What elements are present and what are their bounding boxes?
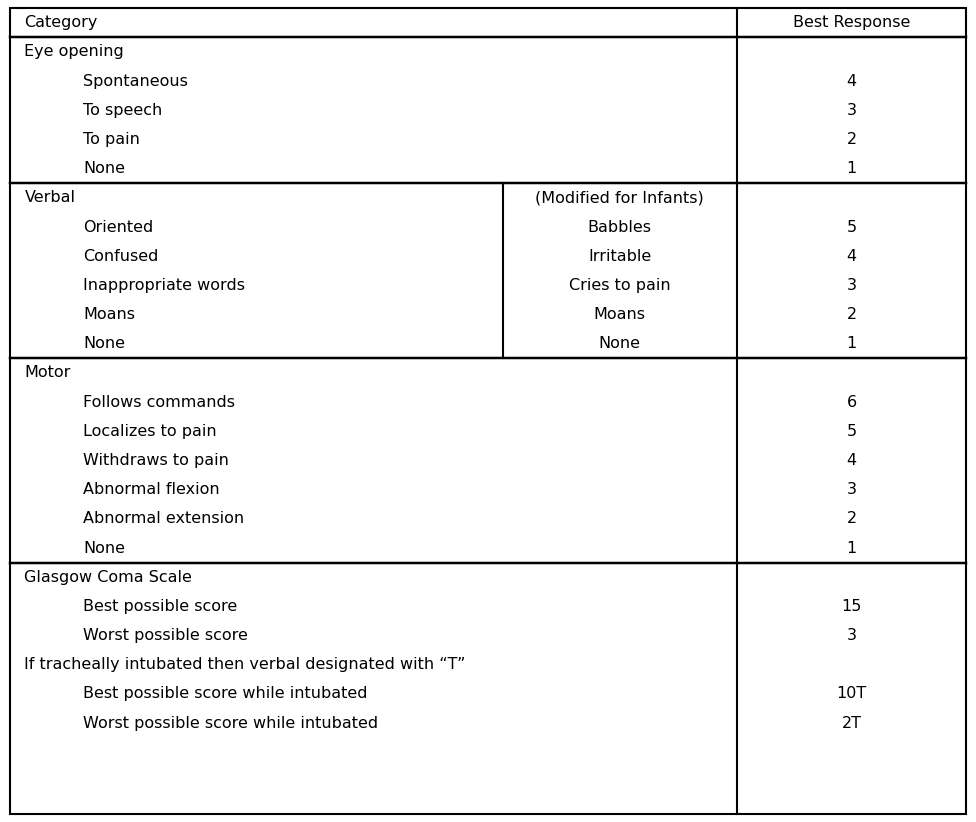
Text: (Modified for Infants): (Modified for Infants) xyxy=(536,191,704,206)
Text: If tracheally intubated then verbal designated with “T”: If tracheally intubated then verbal desi… xyxy=(24,658,466,672)
Text: To pain: To pain xyxy=(83,132,140,147)
Text: 3: 3 xyxy=(846,103,857,118)
Text: Worst possible score: Worst possible score xyxy=(83,628,248,643)
Text: 15: 15 xyxy=(841,599,862,614)
Text: 4: 4 xyxy=(846,453,857,468)
Text: 1: 1 xyxy=(846,336,857,351)
Text: Cries to pain: Cries to pain xyxy=(569,278,671,293)
Text: 10T: 10T xyxy=(836,686,867,701)
Text: Inappropriate words: Inappropriate words xyxy=(83,278,245,293)
Text: Oriented: Oriented xyxy=(83,219,153,234)
Text: 3: 3 xyxy=(846,278,857,293)
Text: 2: 2 xyxy=(846,511,857,526)
Text: Best Response: Best Response xyxy=(793,16,911,30)
Text: Abnormal extension: Abnormal extension xyxy=(83,511,244,526)
Text: 4: 4 xyxy=(846,249,857,264)
Text: None: None xyxy=(83,161,125,176)
Text: Confused: Confused xyxy=(83,249,158,264)
Text: None: None xyxy=(83,336,125,351)
Text: None: None xyxy=(598,336,641,351)
Text: Withdraws to pain: Withdraws to pain xyxy=(83,453,228,468)
Text: Best possible score: Best possible score xyxy=(83,599,237,614)
Text: 2T: 2T xyxy=(841,716,862,731)
Text: None: None xyxy=(83,541,125,556)
Text: Best possible score while intubated: Best possible score while intubated xyxy=(83,686,367,701)
Text: Worst possible score while intubated: Worst possible score while intubated xyxy=(83,716,378,731)
Text: 2: 2 xyxy=(846,132,857,147)
Text: 4: 4 xyxy=(846,74,857,89)
Text: 3: 3 xyxy=(846,628,857,643)
Text: Motor: Motor xyxy=(24,366,71,381)
Text: 6: 6 xyxy=(846,395,857,409)
Text: 2: 2 xyxy=(846,307,857,322)
Text: Eye opening: Eye opening xyxy=(24,44,124,59)
Text: Category: Category xyxy=(24,16,98,30)
Text: 3: 3 xyxy=(846,483,857,497)
Text: Localizes to pain: Localizes to pain xyxy=(83,424,217,439)
Text: To speech: To speech xyxy=(83,103,162,118)
Text: 5: 5 xyxy=(846,219,857,234)
Text: Irritable: Irritable xyxy=(589,249,651,264)
Text: 5: 5 xyxy=(846,424,857,439)
Text: Verbal: Verbal xyxy=(24,191,75,206)
Text: Abnormal flexion: Abnormal flexion xyxy=(83,483,220,497)
Text: Moans: Moans xyxy=(83,307,135,322)
Text: Follows commands: Follows commands xyxy=(83,395,235,409)
Text: Babbles: Babbles xyxy=(588,219,652,234)
Text: 1: 1 xyxy=(846,161,857,176)
Text: 1: 1 xyxy=(846,541,857,556)
Text: Glasgow Coma Scale: Glasgow Coma Scale xyxy=(24,570,192,584)
Text: Spontaneous: Spontaneous xyxy=(83,74,187,89)
Text: Moans: Moans xyxy=(593,307,646,322)
